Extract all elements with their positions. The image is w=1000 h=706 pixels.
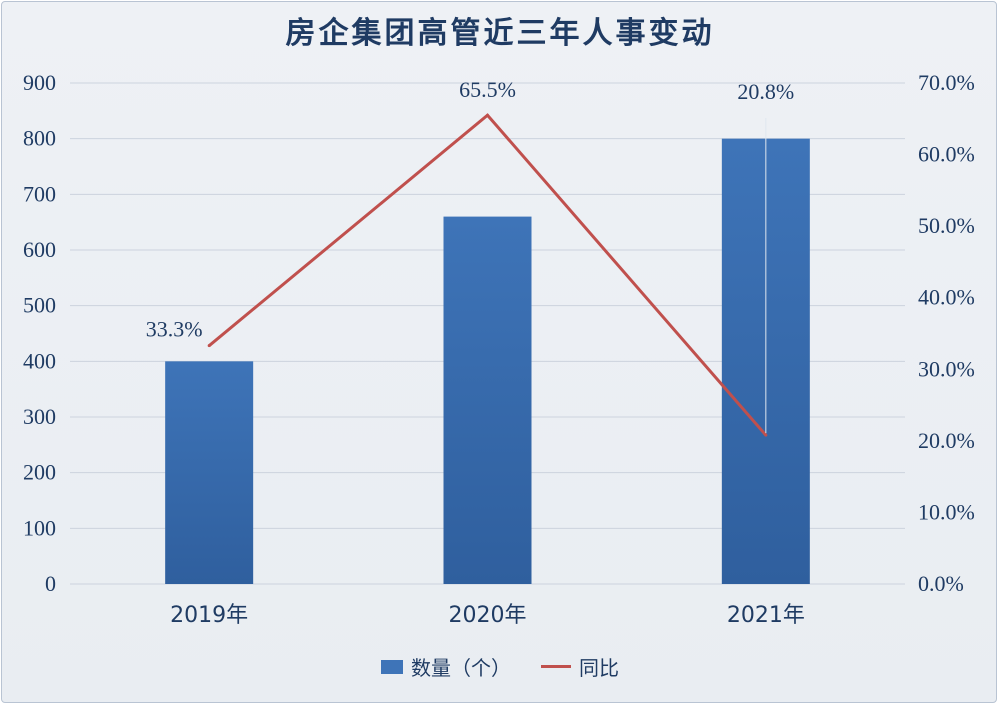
x-tick-label: 2021年 [727,603,805,628]
legend-item-line: 同比 [541,652,619,681]
y-right-tick-label: 50.0% [918,213,975,238]
y-right-tick-label: 70.0% [918,70,975,95]
y-right-tick-label: 60.0% [918,142,975,167]
data-label: 33.3% [146,317,203,342]
y-right-tick-label: 40.0% [918,285,975,310]
y-right-tick-label: 10.0% [918,499,975,524]
y-left-tick-label: 300 [23,404,56,429]
y-left-tick-label: 0 [45,571,56,596]
y-left-tick-label: 700 [23,181,56,206]
data-label: 20.8% [737,79,794,104]
y-left-tick-label: 500 [23,293,56,318]
y-left-tick-label: 100 [23,515,56,540]
line-point [486,113,489,117]
legend: 数量（个） 同比 [0,652,1000,681]
legend-item-bar: 数量（个） [381,652,511,681]
data-label: 65.5% [459,77,516,102]
bar [443,216,532,584]
y-left-tick-label: 800 [23,126,56,151]
x-tick-label: 2020年 [449,603,527,628]
y-right-tick-label: 0.0% [918,571,964,596]
legend-line-swatch [541,665,571,668]
y-left-tick-label: 400 [23,348,56,373]
y-left-tick-label: 200 [23,460,56,485]
y-right-tick-label: 30.0% [918,356,975,381]
y-right-tick-label: 20.0% [918,428,975,453]
chart-title: 房企集团高管近三年人事变动 [285,16,715,51]
legend-bar-label: 数量（个） [411,656,511,680]
x-tick-label: 2019年 [170,603,248,628]
legend-line-label: 同比 [579,656,619,680]
legend-bar-swatch [381,659,403,674]
line-point [207,344,211,348]
y-left-tick-label: 900 [23,70,56,95]
bar [165,361,254,584]
y-left-tick-label: 600 [23,237,56,262]
line-point [764,433,768,437]
